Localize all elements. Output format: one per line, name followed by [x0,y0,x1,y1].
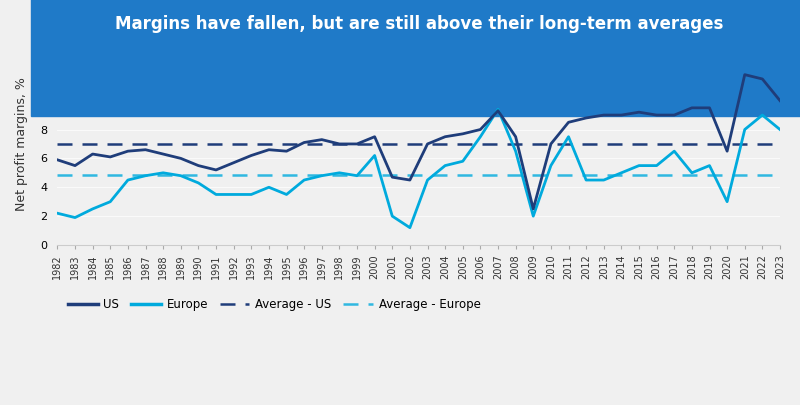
Europe [282,192,291,197]
Europe [564,134,574,139]
US [387,175,397,179]
Europe [299,178,309,183]
US [141,147,150,152]
US [758,77,767,81]
Europe [599,178,609,183]
US [529,207,538,211]
US [582,115,591,120]
US [123,149,133,153]
Europe [176,173,186,178]
Europe [158,171,168,175]
Europe [546,163,556,168]
US [229,160,238,165]
Europe [775,127,785,132]
US [405,178,414,183]
US [475,127,485,132]
US [176,156,186,161]
Europe [634,163,644,168]
US [687,105,697,110]
Europe [705,163,714,168]
Europe [211,192,221,197]
Europe [458,159,467,164]
Europe [229,192,238,197]
Europe [529,214,538,219]
Europe [440,163,450,168]
Y-axis label: Net profit margins, %: Net profit margins, % [15,77,28,211]
Title: Margins have fallen, but are still above their long-term averages: Margins have fallen, but are still above… [114,15,723,33]
US [317,137,326,142]
Europe [652,163,662,168]
Europe [194,181,203,185]
Europe [352,173,362,178]
Europe [70,215,80,220]
Europe [422,178,432,183]
US [546,141,556,146]
Europe [758,113,767,117]
Europe [722,199,732,204]
US [440,134,450,139]
US [564,120,574,125]
Europe [387,214,397,219]
Europe [106,199,115,204]
US [775,98,785,103]
Europe [88,207,98,211]
US [599,113,609,117]
US [70,163,80,168]
Europe [53,211,62,216]
US [282,149,291,153]
US [264,147,274,152]
US [211,168,221,173]
US [106,154,115,159]
US [652,113,662,117]
US [53,158,62,162]
Europe [317,173,326,178]
US [458,131,467,136]
US [334,141,344,146]
Europe [494,107,503,112]
Europe [246,192,256,197]
Europe [617,171,626,175]
Line: US: US [58,75,780,209]
US [370,134,379,139]
Europe [670,149,679,153]
Europe [475,134,485,139]
Europe [264,185,274,190]
US [158,151,168,156]
US [194,163,203,168]
Europe [370,153,379,158]
US [246,153,256,158]
Europe [141,173,150,178]
US [722,149,732,153]
US [299,140,309,145]
US [740,72,750,77]
Europe [687,171,697,175]
Europe [123,178,133,183]
US [511,134,521,139]
Europe [334,171,344,175]
Line: Europe: Europe [58,109,780,228]
Europe [740,127,750,132]
Europe [582,178,591,183]
US [422,141,432,146]
US [670,113,679,117]
US [705,105,714,110]
US [617,113,626,117]
US [352,141,362,146]
Legend: US, Europe, Average - US, Average - Europe: US, Europe, Average - US, Average - Euro… [63,294,486,316]
Europe [405,225,414,230]
Europe [511,149,521,153]
US [634,110,644,115]
US [494,108,503,113]
US [88,151,98,156]
